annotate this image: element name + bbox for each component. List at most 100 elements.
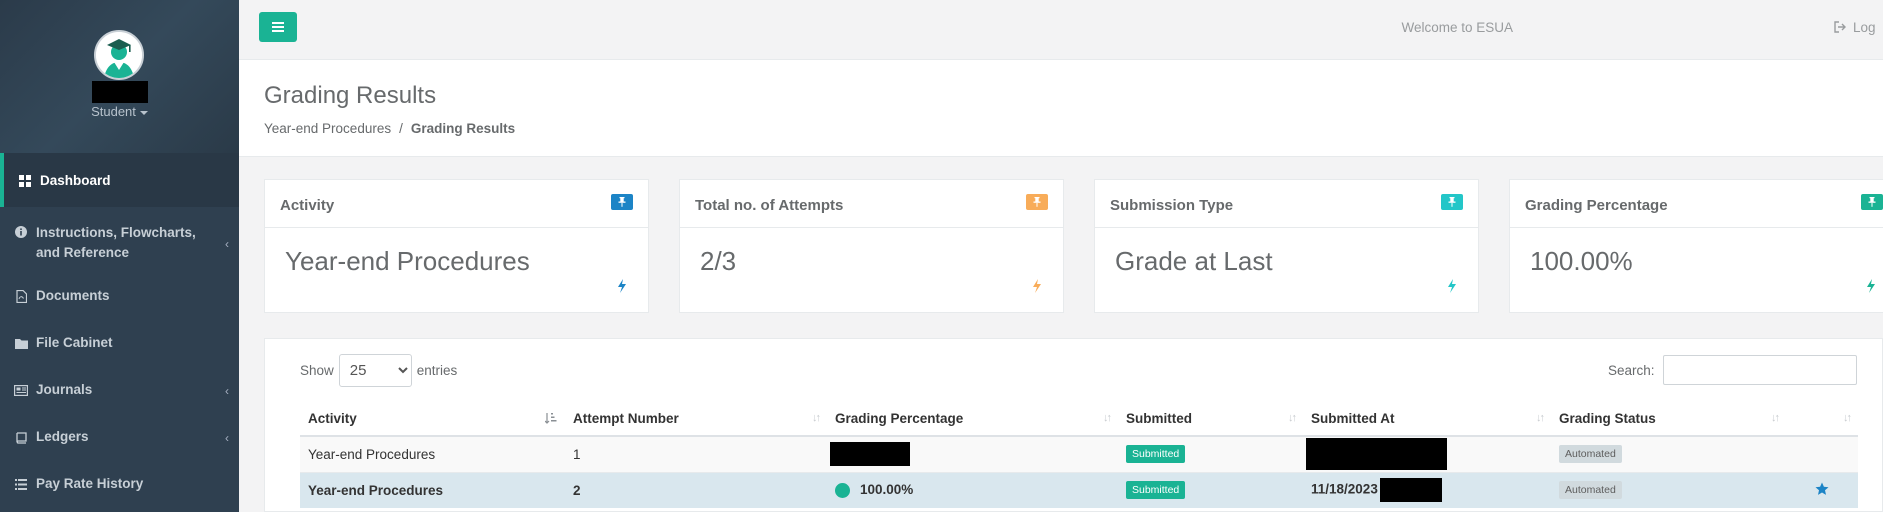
sidebar-item-instructions[interactable]: Instructions, Flowcharts, and Reference … (0, 207, 239, 272)
sidebar-item-ledgers[interactable]: Ledgers ‹ (0, 413, 239, 460)
widget-title: Grading Percentage (1525, 197, 1668, 214)
star-icon[interactable] (1815, 482, 1829, 496)
column-header-label: Attempt Number (573, 410, 679, 426)
breadcrumb-parent[interactable]: Year-end Procedures (264, 121, 392, 136)
submitted-badge: Submitted (1126, 481, 1186, 500)
page-size-select[interactable]: 25 (338, 354, 412, 387)
entries-label: entries (416, 363, 458, 378)
pin-icon (1441, 194, 1463, 210)
widget-grading-percentage: Grading Percentage 100.00% (1509, 179, 1883, 313)
sort-both-icon: ↓↑ (1288, 412, 1297, 424)
submitted-badge: Submitted (1126, 445, 1186, 464)
sort-both-icon: ↓↑ (1103, 412, 1112, 424)
sidebar-item-label: File Cabinet (36, 335, 113, 350)
chevron-left-icon: ‹ (225, 236, 229, 251)
widget-value: 100.00% (1530, 246, 1633, 276)
sort-desc-icon (544, 412, 557, 427)
column-header-label: Grading Status (1559, 410, 1656, 426)
role-dropdown[interactable]: Student (0, 104, 239, 119)
cell-submitted-at (1303, 435, 1551, 472)
sidebar-item-journals[interactable]: Journals ‹ (0, 366, 239, 413)
breadcrumb-current: Grading Results (410, 121, 516, 136)
breadcrumb-separator: / (399, 121, 403, 136)
menu-toggle-button[interactable] (259, 12, 297, 42)
search-input[interactable] (1662, 355, 1857, 385)
breadcrumb: Year-end Procedures / Grading Results (264, 121, 515, 136)
pin-icon (1026, 194, 1048, 210)
widget-activity: Activity Year-end Procedures (264, 179, 649, 313)
column-header-grading-status[interactable]: Grading Status ↓↑ (1551, 401, 1786, 437)
folder-icon (14, 337, 28, 351)
results-table: Activity Attempt Number ↓↑ Grading Perce… (300, 401, 1858, 508)
cell-submitted: Submitted (1118, 435, 1303, 472)
status-badge: Automated (1559, 445, 1622, 464)
cell-actions (1786, 471, 1858, 508)
cell-activity: Year-end Procedures (300, 435, 565, 472)
redacted-submitted-time (1379, 478, 1442, 503)
column-header-attempt-number[interactable]: Attempt Number ↓↑ (565, 401, 827, 437)
graduate-icon (96, 32, 142, 78)
status-badge: Automated (1559, 481, 1622, 500)
search-label: Search: (1608, 362, 1655, 378)
sidebar: Student Dashboard Instructions, Flowchar… (0, 0, 239, 512)
sidebar-item-pay-rate-history[interactable]: Pay Rate History (0, 460, 239, 507)
welcome-text: Welcome to ESUA (1401, 20, 1513, 35)
table-row[interactable]: Year-end Procedures 2 100.00% Submitted … (300, 471, 1858, 508)
show-label: Show (300, 363, 334, 378)
cell-actions (1786, 435, 1858, 472)
list-icon (14, 478, 28, 492)
info-circle-icon (14, 225, 28, 239)
submitted-at-date: 11/18/2023 (1311, 481, 1378, 497)
sidebar-item-documents[interactable]: Documents (0, 272, 239, 319)
cell-attempt: 1 (565, 435, 827, 472)
cell-percentage: 100.00% (827, 471, 1118, 508)
column-header-grading-percentage[interactable]: Grading Percentage ↓↑ (827, 401, 1118, 437)
bolt-icon (1867, 279, 1875, 293)
sidebar-item-file-cabinet[interactable]: File Cabinet (0, 319, 239, 366)
sort-both-icon: ↓↑ (1771, 412, 1780, 424)
column-header-submitted[interactable]: Submitted ↓↑ (1118, 401, 1303, 437)
bolt-icon (1448, 279, 1456, 293)
sign-out-icon (1834, 21, 1846, 33)
sidebar-profile: Student (0, 0, 239, 153)
bolt-icon (1033, 279, 1041, 293)
sort-both-icon: ↓↑ (1843, 412, 1852, 424)
book-icon (14, 431, 28, 445)
bolt-icon (618, 279, 626, 293)
cell-percentage (827, 435, 1118, 472)
caret-down-icon (139, 110, 148, 115)
widget-value: Year-end Procedures (285, 246, 530, 276)
column-header-label: Activity (308, 410, 357, 426)
results-table-panel: Show 25 entries Search: Activity Attempt… (264, 338, 1883, 512)
sort-both-icon: ↓↑ (1536, 412, 1545, 424)
cell-status: Automated (1551, 471, 1786, 508)
table-row[interactable]: Year-end Procedures 1 Submitted Automate… (300, 435, 1858, 472)
page-title: Grading Results (264, 82, 437, 109)
cell-submitted: Submitted (1118, 471, 1303, 508)
pin-icon (1861, 194, 1883, 210)
column-header-submitted-at[interactable]: Submitted At ↓↑ (1303, 401, 1551, 437)
sidebar-item-label: Journals (36, 382, 93, 397)
chevron-left-icon: ‹ (225, 383, 229, 398)
widget-attempts: Total no. of Attempts 2/3 (679, 179, 1064, 313)
sort-both-icon: ↓↑ (812, 412, 821, 424)
avatar[interactable] (94, 30, 144, 80)
sidebar-item-label: Ledgers (36, 429, 89, 444)
dashboard-icon (18, 174, 32, 188)
table-header-row: Activity Attempt Number ↓↑ Grading Perce… (300, 401, 1858, 437)
column-header-actions[interactable]: ↓↑ (1786, 401, 1858, 437)
chevron-left-icon: ‹ (225, 430, 229, 445)
widget-value: Grade at Last (1115, 246, 1273, 276)
sidebar-item-label: Documents (36, 288, 110, 303)
page-size-control: Show 25 entries (300, 354, 457, 387)
column-header-label: Grading Percentage (835, 410, 964, 426)
page-heading: Grading Results Year-end Procedures / Grad… (239, 60, 1883, 157)
widget-title: Activity (280, 197, 335, 214)
logout-link[interactable]: Log (1834, 20, 1876, 35)
sidebar-item-dashboard[interactable]: Dashboard (0, 153, 239, 207)
sidebar-menu: Dashboard Instructions, Flowcharts, and … (0, 153, 239, 507)
widget-value: 2/3 (700, 246, 737, 276)
column-header-activity[interactable]: Activity (300, 401, 565, 437)
hamburger-icon (272, 26, 284, 28)
column-header-label: Submitted At (1311, 410, 1395, 426)
